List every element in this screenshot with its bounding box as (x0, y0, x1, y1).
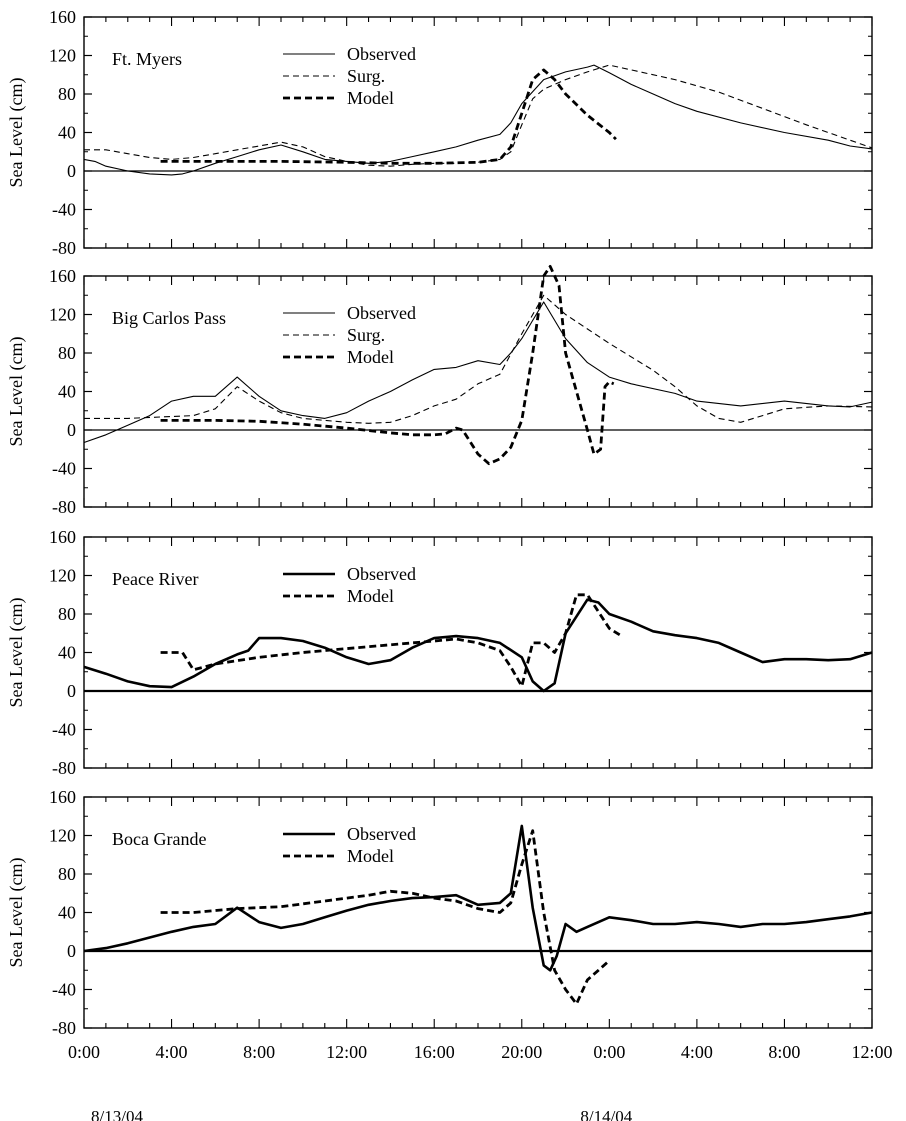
y-tick-label: 120 (49, 826, 76, 846)
y-axis-label: Sea Level (cm) (6, 337, 27, 447)
series-line-observed (83, 824, 873, 972)
panel-title: Boca Grande (112, 829, 206, 849)
y-tick-label: 160 (49, 266, 76, 286)
series-line-observed (83, 301, 873, 444)
date-label: 8/14/04 (580, 1107, 632, 1121)
y-tick-label: -40 (52, 459, 76, 479)
y-tick-label: 0 (67, 681, 76, 701)
legend-label: Model (347, 88, 394, 108)
series-line-surg (84, 294, 873, 424)
x-tick-label: 0:00 (593, 1042, 625, 1062)
x-tick-label: 16:00 (414, 1042, 455, 1062)
y-axis-label: Sea Level (cm) (6, 858, 27, 968)
y-tick-label: 160 (49, 527, 76, 547)
legend-label: Model (347, 347, 394, 367)
date-label: 8/13/04 (91, 1107, 143, 1121)
y-tick-label: 0 (67, 420, 76, 440)
x-tick-label: 4:00 (156, 1042, 188, 1062)
y-tick-label: 40 (58, 382, 76, 402)
y-tick-label: 120 (49, 566, 76, 586)
y-tick-label: -80 (52, 758, 76, 778)
legend-label: Observed (347, 564, 416, 584)
y-tick-label: -80 (52, 238, 76, 258)
plot-frame (83, 536, 873, 769)
x-tick-label: 12:00 (851, 1042, 892, 1062)
y-tick-label: 80 (58, 84, 76, 104)
series-line-model (160, 593, 622, 688)
y-tick-label: 40 (58, 123, 76, 143)
legend-label: Observed (347, 44, 416, 64)
y-tick-label: 40 (58, 643, 76, 663)
y-tick-label: 120 (49, 305, 76, 325)
panel-title: Big Carlos Pass (112, 308, 226, 328)
x-tick-label: 20:00 (501, 1042, 542, 1062)
series-line-surg (84, 64, 873, 167)
legend-label: Observed (347, 824, 416, 844)
x-tick-label: 4:00 (681, 1042, 713, 1062)
y-tick-label: 40 (58, 903, 76, 923)
plot-frame (83, 16, 873, 249)
legend-label: Model (347, 846, 394, 866)
y-tick-label: 160 (49, 7, 76, 27)
y-tick-label: -80 (52, 1018, 76, 1038)
legend-label: Model (347, 586, 394, 606)
y-tick-label: -80 (52, 497, 76, 517)
y-tick-label: 160 (49, 787, 76, 807)
y-axis-label: Sea Level (cm) (6, 598, 27, 708)
y-tick-label: 80 (58, 343, 76, 363)
y-tick-label: -40 (52, 980, 76, 1000)
series-line-observed (83, 64, 873, 176)
series-line-model (160, 68, 617, 165)
y-tick-label: 80 (58, 604, 76, 624)
y-tick-label: 0 (67, 941, 76, 961)
series-line-model (160, 265, 615, 466)
y-tick-label: 120 (49, 46, 76, 66)
y-tick-label: -40 (52, 200, 76, 220)
y-tick-label: -40 (52, 720, 76, 740)
x-tick-label: 12:00 (326, 1042, 367, 1062)
y-axis-label: Sea Level (cm) (6, 78, 27, 188)
y-tick-label: 80 (58, 864, 76, 884)
series-line-model (160, 829, 611, 1006)
x-tick-label: 8:00 (768, 1042, 800, 1062)
x-tick-label: 8:00 (243, 1042, 275, 1062)
series-line-observed (83, 598, 873, 693)
x-tick-label: 0:00 (68, 1042, 100, 1062)
legend-label: Surg. (347, 66, 385, 86)
y-tick-label: 0 (67, 161, 76, 181)
panel-title: Peace River (112, 569, 198, 589)
legend-label: Observed (347, 303, 416, 323)
legend-label: Surg. (347, 325, 385, 345)
panel-title: Ft. Myers (112, 49, 182, 69)
